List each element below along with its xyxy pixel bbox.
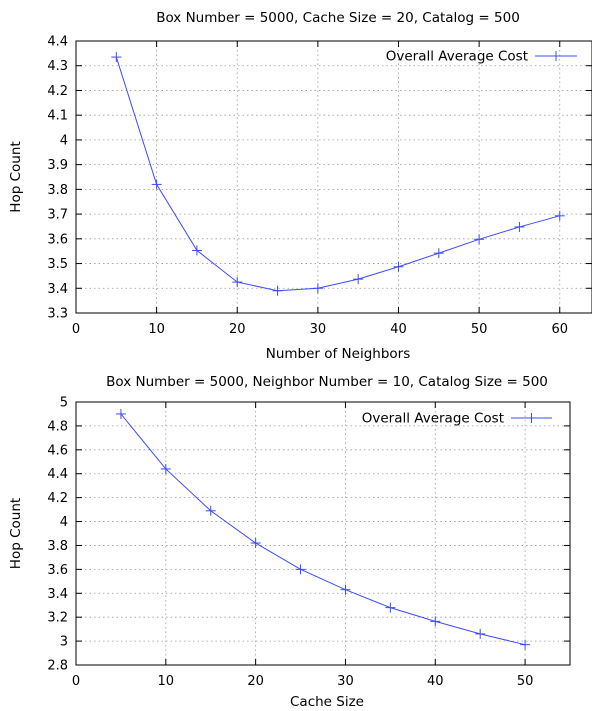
y-tick-label: 3.6 xyxy=(47,232,68,247)
x-tick-label: 0 xyxy=(72,322,80,337)
x-tick-label: 30 xyxy=(310,322,327,337)
data-point-marker xyxy=(295,564,306,575)
x-axis-label: Number of Neighbors xyxy=(266,346,411,362)
data-point-marker xyxy=(385,602,396,613)
x-tick-label: 40 xyxy=(390,322,407,337)
y-tick-label: 3.8 xyxy=(47,539,68,554)
y-tick-label: 3.9 xyxy=(47,158,68,173)
x-tick-label: 50 xyxy=(517,674,534,689)
x-tick-label: 0 xyxy=(72,674,80,689)
y-tick-label: 3.8 xyxy=(47,183,68,198)
plot-frame xyxy=(75,40,592,314)
x-tick-label: 10 xyxy=(158,674,175,689)
y-tick-label: 4.2 xyxy=(47,84,68,99)
y-axis-label: Hop Count xyxy=(8,141,24,212)
data-point-marker xyxy=(111,52,122,63)
x-tick-label: 60 xyxy=(551,322,568,337)
legend: Overall Average Cost xyxy=(362,411,552,427)
y-tick-label: 4.4 xyxy=(47,35,68,50)
data-point-marker xyxy=(312,283,323,294)
x-tick-label: 10 xyxy=(148,322,165,337)
x-tick-label: 50 xyxy=(471,322,488,337)
y-tick-label: 4.1 xyxy=(47,109,68,124)
data-point-marker xyxy=(191,245,202,256)
y-tick-label: 5 xyxy=(60,396,68,411)
data-point-marker xyxy=(430,616,441,627)
data-point-marker xyxy=(474,234,485,245)
data-point-marker xyxy=(475,628,486,639)
legend-marker xyxy=(526,413,537,423)
y-tick-label: 3.5 xyxy=(47,257,68,272)
data-point-marker xyxy=(340,584,351,595)
legend-marker xyxy=(551,51,561,61)
data-point-marker xyxy=(514,221,525,232)
data-point-marker xyxy=(272,285,283,296)
y-tick-label: 3.3 xyxy=(47,307,68,322)
y-tick-label: 3 xyxy=(60,635,68,650)
y-axis-label: Hop Count xyxy=(8,498,24,569)
data-point-marker xyxy=(353,274,364,285)
x-tick-label: 20 xyxy=(247,674,264,689)
y-tick-label: 4 xyxy=(60,133,68,148)
data-point-marker xyxy=(232,277,243,288)
legend: Overall Average Cost xyxy=(386,49,577,65)
chart-title: Box Number = 5000, Neighbor Number = 10,… xyxy=(106,374,548,390)
data-point-marker xyxy=(250,538,261,549)
data-point-marker xyxy=(433,248,444,259)
chart-2: Box Number = 5000, Neighbor Number = 10,… xyxy=(8,374,571,710)
y-tick-label: 3.4 xyxy=(47,587,68,602)
data-point-marker xyxy=(393,261,404,272)
data-point-marker xyxy=(520,639,531,650)
data-point-marker xyxy=(115,408,126,419)
legend-label: Overall Average Cost xyxy=(362,411,504,427)
data-point-marker xyxy=(160,463,171,474)
y-tick-label: 4.6 xyxy=(47,443,68,458)
x-tick-label: 30 xyxy=(337,674,354,689)
y-tick-label: 4.3 xyxy=(47,59,68,74)
data-point-marker xyxy=(151,179,162,190)
y-tick-label: 4.2 xyxy=(47,491,68,506)
chart-1: Box Number = 5000, Cache Size = 20, Cata… xyxy=(8,10,592,362)
y-tick-label: 4 xyxy=(60,515,68,530)
y-tick-label: 3.6 xyxy=(47,563,68,578)
series-line xyxy=(115,56,560,292)
y-tick-label: 4.8 xyxy=(47,419,68,434)
x-axis-label: Cache Size xyxy=(290,694,364,710)
series-line xyxy=(120,413,526,646)
x-tick-label: 40 xyxy=(427,674,444,689)
data-point-marker xyxy=(554,210,565,221)
x-tick-label: 20 xyxy=(229,322,246,337)
plot-frame xyxy=(75,401,571,666)
chart-title: Box Number = 5000, Cache Size = 20, Cata… xyxy=(156,10,520,26)
y-tick-label: 3.2 xyxy=(47,611,68,626)
y-tick-label: 3.7 xyxy=(47,208,68,223)
data-point-marker xyxy=(205,505,216,516)
y-tick-label: 3.4 xyxy=(47,282,68,297)
legend-label: Overall Average Cost xyxy=(386,49,528,65)
y-tick-label: 2.8 xyxy=(47,659,68,674)
y-tick-label: 4.4 xyxy=(47,467,68,482)
